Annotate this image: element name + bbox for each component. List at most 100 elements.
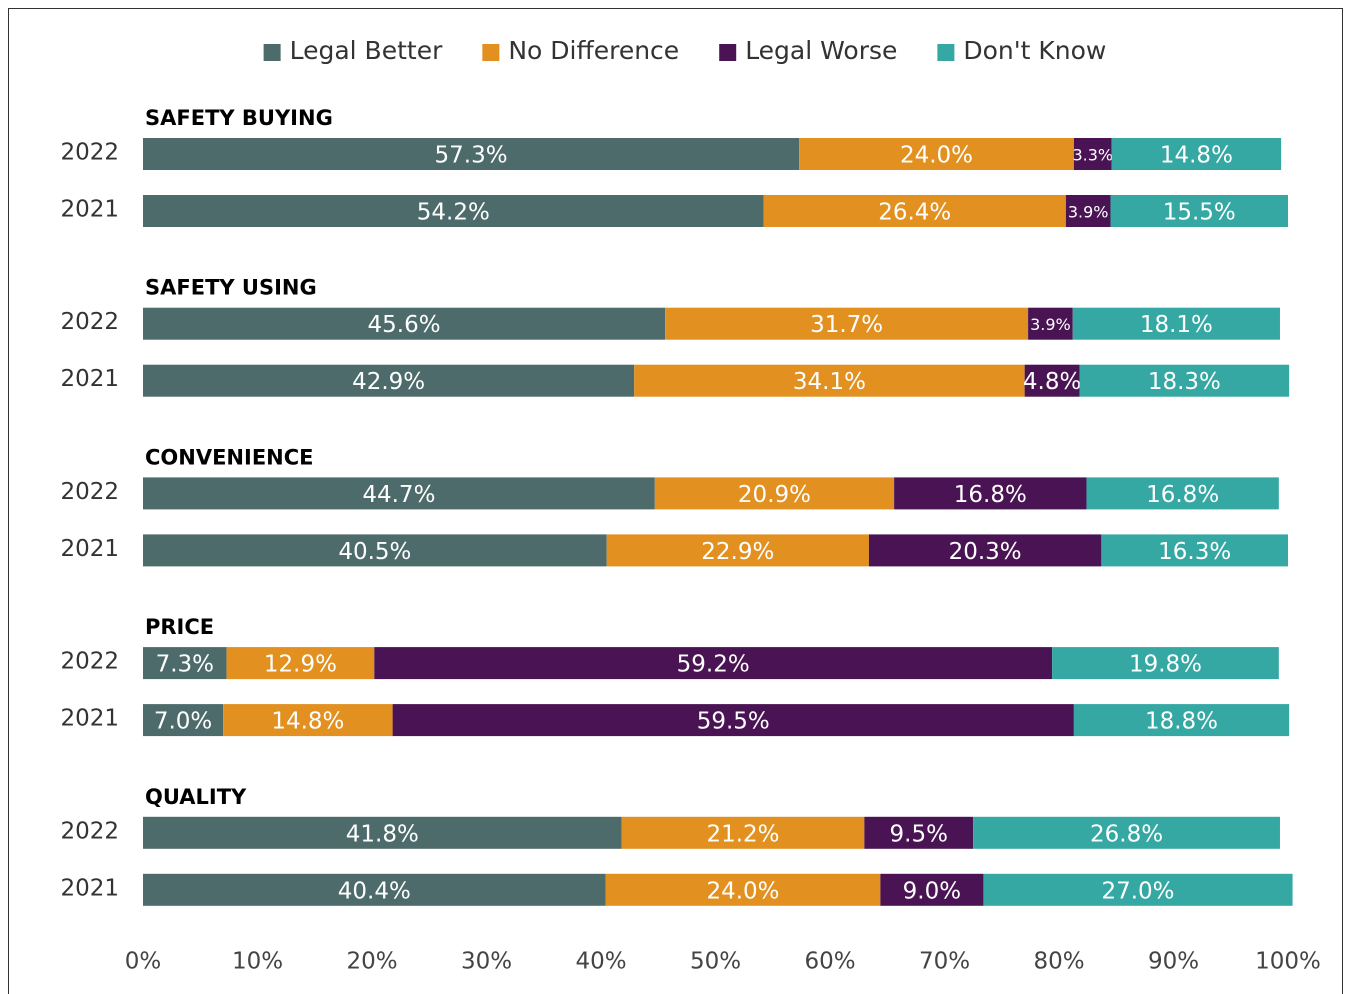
y-tick-label: 2022 (60, 818, 119, 844)
x-tick-label: 20% (346, 949, 397, 975)
value-label: 16.8% (954, 482, 1027, 508)
bar-segment (983, 873, 1293, 906)
value-label: 3.9% (1030, 315, 1071, 334)
bar-segment (1028, 307, 1073, 340)
legend-swatch (263, 44, 281, 61)
value-label: 40.4% (338, 878, 411, 904)
value-label: 14.8% (1160, 143, 1233, 169)
bar-segment (143, 195, 764, 227)
bar-segment (1101, 534, 1288, 567)
value-label: 31.7% (810, 312, 883, 338)
bar-segment (894, 477, 1087, 510)
legend-label: Legal Better (290, 36, 443, 65)
bar-segment (1024, 364, 1080, 397)
value-label: 7.0% (154, 709, 212, 735)
value-label: 12.9% (264, 652, 337, 678)
bar-segment (605, 873, 881, 906)
group-title: SAFETY USING (145, 276, 317, 300)
x-tick-label: 50% (690, 949, 741, 975)
bar-segment (634, 364, 1025, 397)
value-label: 18.8% (1145, 709, 1218, 735)
value-label: 21.2% (706, 821, 779, 847)
legend-label: Don't Know (963, 36, 1106, 65)
x-tick-label: 10% (232, 949, 283, 975)
value-label: 3.9% (1068, 203, 1109, 222)
x-tick-label: 0% (125, 949, 162, 975)
group-title: CONVENIENCE (145, 445, 314, 469)
x-tick-label: 80% (1033, 949, 1084, 975)
x-tick-label: 30% (461, 949, 512, 975)
value-label: 26.8% (1090, 821, 1163, 847)
y-tick-label: 2022 (60, 140, 119, 166)
legend-label: No Difference (508, 36, 679, 65)
y-tick-label: 2021 (60, 536, 119, 562)
legend-label: Legal Worse (745, 36, 897, 65)
bar-segment (606, 534, 869, 567)
x-tick-label: 100% (1255, 949, 1321, 975)
value-label: 44.7% (362, 482, 435, 508)
y-tick-label: 2021 (60, 875, 119, 901)
value-label: 4.8% (1023, 369, 1081, 395)
y-tick-label: 2022 (60, 309, 119, 335)
bar-segment (143, 307, 666, 340)
value-label: 45.6% (368, 312, 441, 338)
group-title: PRICE (145, 615, 214, 639)
bar-segment (665, 307, 1029, 340)
bar-segment (1052, 647, 1279, 680)
bar-segment (654, 477, 895, 510)
bar-segment (1110, 195, 1288, 227)
value-label: 22.9% (701, 539, 774, 565)
value-label: 26.4% (878, 200, 951, 226)
value-label: 41.8% (346, 821, 419, 847)
legend-swatch (482, 44, 500, 61)
value-label: 18.1% (1140, 312, 1213, 338)
bar-segment (374, 647, 1053, 680)
value-label: 9.5% (890, 821, 948, 847)
value-label: 15.5% (1163, 200, 1236, 226)
value-label: 59.2% (677, 652, 750, 678)
legend-swatch (937, 44, 955, 61)
x-tick-label: 70% (919, 949, 970, 975)
group-title: QUALITY (145, 785, 247, 809)
x-tick-label: 40% (575, 949, 626, 975)
value-label: 42.9% (352, 369, 425, 395)
legend-swatch (719, 44, 737, 61)
value-label: 20.3% (949, 539, 1022, 565)
bar-segment (973, 816, 1280, 849)
group-title: SAFETY BUYING (145, 106, 333, 130)
value-label: 20.9% (738, 482, 811, 508)
value-label: 59.5% (697, 709, 770, 735)
y-tick-label: 2022 (60, 479, 119, 505)
bar-segment (143, 647, 227, 680)
value-label: 24.0% (900, 143, 973, 169)
y-tick-label: 2021 (60, 366, 119, 392)
bar-segment (223, 704, 393, 737)
bar-segment (143, 138, 800, 170)
bar-segment (763, 195, 1066, 227)
bar-segment (1111, 138, 1282, 170)
bar-segment (143, 816, 622, 849)
bar-segment (143, 704, 224, 737)
bar-segment (1079, 364, 1290, 397)
value-label: 24.0% (706, 878, 779, 904)
y-tick-label: 2021 (60, 706, 119, 732)
value-label: 34.1% (793, 369, 866, 395)
bar-segment (880, 873, 984, 906)
bar-segment (1073, 138, 1112, 170)
bar-segment (143, 873, 606, 906)
value-label: 40.5% (338, 539, 411, 565)
x-tick-label: 60% (804, 949, 855, 975)
value-label: 16.3% (1158, 539, 1231, 565)
bar-segment (799, 138, 1074, 170)
y-tick-label: 2022 (60, 649, 119, 675)
value-label: 14.8% (271, 709, 344, 735)
value-label: 19.8% (1129, 652, 1202, 678)
bar-segment (143, 477, 655, 510)
value-label: 18.3% (1148, 369, 1221, 395)
bar-segment (226, 647, 375, 680)
x-tick-label: 90% (1148, 949, 1199, 975)
value-label: 27.0% (1101, 878, 1174, 904)
bar-segment (1086, 477, 1279, 510)
